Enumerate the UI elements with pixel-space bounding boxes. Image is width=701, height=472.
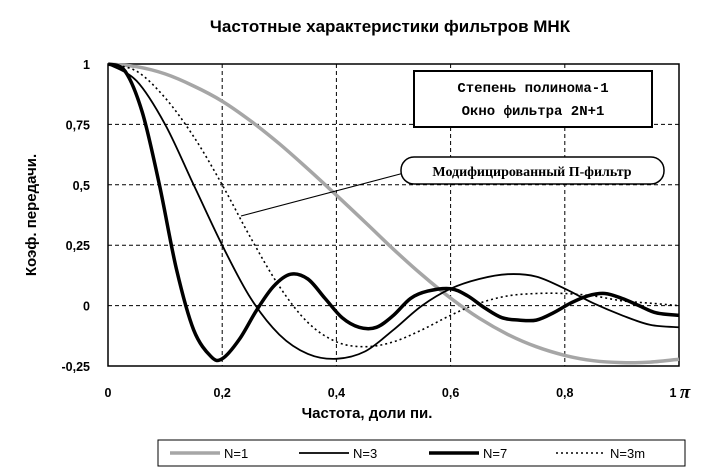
info-box-line-1: Степень полинома-1 xyxy=(457,81,608,97)
y-axis-title: Коэф. передачи. xyxy=(23,154,40,276)
x-tick-label: 1 xyxy=(670,386,677,400)
series-line-n-1 xyxy=(107,62,680,365)
y-tick-label: 1 xyxy=(83,58,90,72)
info-box-line-2: Окно фильтра 2N+1 xyxy=(462,104,605,120)
y-tick-label: 0,25 xyxy=(66,239,90,253)
x-tick-label: 0 xyxy=(105,386,112,400)
x-tick-label: 0,6 xyxy=(442,386,459,400)
y-tick-label: -0,25 xyxy=(62,360,91,374)
series-line-n-7 xyxy=(107,62,680,363)
series-layer xyxy=(107,62,680,365)
annotation-leader-line xyxy=(240,172,405,217)
y-tick-label: 0 xyxy=(83,300,90,314)
legend: N=1 N=3 N=7 N=3m xyxy=(157,439,686,467)
chart-title: Частотные характеристики фильтров МНК xyxy=(210,17,571,36)
x-tick-label: 0,8 xyxy=(556,386,573,400)
x-tick-label: 0,4 xyxy=(328,386,345,400)
x-tick-label: 0,2 xyxy=(214,386,231,400)
y-tick-labels: 1 0,75 0,5 0,25 0 -0,25 xyxy=(62,58,91,374)
legend-label: N=1 xyxy=(224,446,248,461)
legend-label: N=3 xyxy=(353,446,377,461)
annotation: Модифицированный П-фильтр xyxy=(240,156,665,217)
pi-symbol: π xyxy=(680,382,691,403)
info-box: Степень полинома-1 Окно фильтра 2N+1 xyxy=(413,70,653,128)
annotation-text: Модифицированный П-фильтр xyxy=(432,165,631,180)
plot-frame xyxy=(107,63,680,367)
y-tick-label: 0,5 xyxy=(73,179,90,193)
y-tick-label: 0,75 xyxy=(66,118,90,132)
legend-label: N=7 xyxy=(483,446,507,461)
x-tick-labels: 0 0,2 0,4 0,6 0,8 1 π xyxy=(105,382,691,403)
x-axis-title: Частота, доли пи. xyxy=(302,405,433,422)
legend-label: N=3m xyxy=(610,446,645,461)
